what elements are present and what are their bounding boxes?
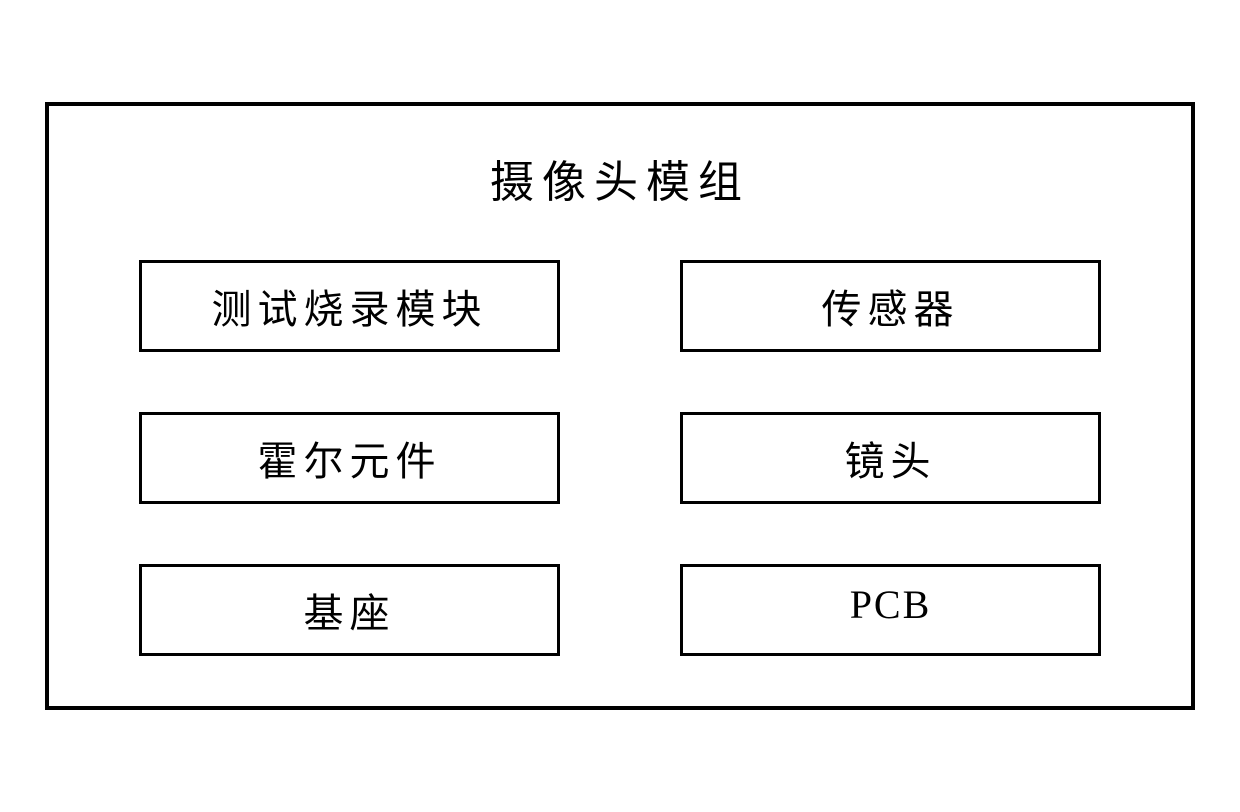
diagram-container: 摄像头模组 测试烧录模块 传感器 霍尔元件 镜头 基座 PCB bbox=[45, 102, 1195, 710]
block-base: 基座 bbox=[139, 564, 560, 656]
block-lens: 镜头 bbox=[680, 412, 1101, 504]
block-test-burn: 测试烧录模块 bbox=[139, 260, 560, 352]
block-hall-element: 霍尔元件 bbox=[139, 412, 560, 504]
block-sensor: 传感器 bbox=[680, 260, 1101, 352]
block-pcb: PCB bbox=[680, 564, 1101, 656]
diagram-grid: 测试烧录模块 传感器 霍尔元件 镜头 基座 PCB bbox=[109, 260, 1131, 656]
diagram-title: 摄像头模组 bbox=[109, 146, 1131, 210]
